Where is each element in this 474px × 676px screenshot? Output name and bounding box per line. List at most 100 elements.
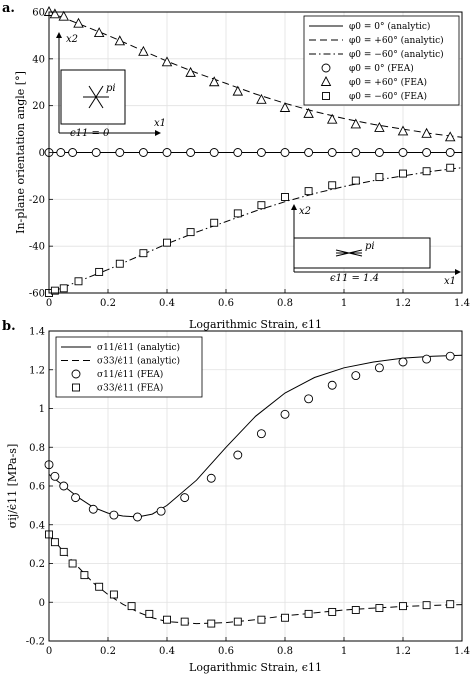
data-point-f0 <box>327 148 337 157</box>
data-point-s33f <box>304 609 313 618</box>
y-tick-label: -60 <box>29 289 45 300</box>
data-point-f0 <box>256 148 266 157</box>
data-point-fm <box>74 277 83 286</box>
x-tick-label: 1.4 <box>454 298 470 309</box>
inset-p-label: pi <box>365 241 375 252</box>
x-tick-label: 1.4 <box>454 646 470 657</box>
data-point-s33f <box>50 538 59 547</box>
x-tick-label: 0.2 <box>100 646 116 657</box>
data-point-f0 <box>91 148 101 157</box>
y-tick-label: -40 <box>29 242 45 253</box>
data-point-s11f <box>445 351 455 361</box>
panel-b-x-axis-label: Logarithmic Strain, ϵ11 <box>189 661 322 674</box>
data-point-f0 <box>422 148 432 157</box>
data-point-fp <box>232 85 244 96</box>
data-point-fm <box>210 218 219 227</box>
data-point-s33f <box>399 602 407 611</box>
legend-swatch-s33f <box>72 383 80 392</box>
series-line-s33a <box>48 534 463 625</box>
data-point-s11f <box>71 493 81 503</box>
x-tick-label: 1 <box>341 646 347 657</box>
data-point-fp <box>256 93 267 104</box>
data-point-fm <box>50 286 59 295</box>
y-tick-label: 0.6 <box>29 482 45 493</box>
data-point-s33f <box>163 615 171 624</box>
fiber-star-icon <box>83 85 109 109</box>
x-tick-label: 0 <box>46 298 52 309</box>
data-point-f0 <box>280 148 290 157</box>
y-tick-label: 0 <box>39 148 45 159</box>
data-point-f0 <box>374 148 384 157</box>
data-point-f0 <box>209 148 219 157</box>
data-point-s11f <box>256 429 266 439</box>
data-point-s33f <box>257 615 266 624</box>
data-point-s33f <box>59 547 68 556</box>
data-point-f0 <box>186 148 196 157</box>
data-point-s33f <box>422 601 431 610</box>
panel-b-legend: σ11/ϵ̇11 (analytic) σ33/ϵ̇11 (analytic) σ1… <box>55 336 203 398</box>
data-point-fm <box>139 249 148 258</box>
data-point-s33f <box>281 613 289 622</box>
data-point-s33f <box>68 559 77 568</box>
data-point-fp <box>185 66 196 77</box>
legend-entry-label: φ0 = −60° (FEA) <box>349 91 427 102</box>
y-tick-label: -0.2 <box>26 637 45 648</box>
legend-swatch-s11f <box>71 369 81 379</box>
legend-entry-label: φ0 = 0° (FEA) <box>349 63 414 74</box>
x-tick-label: 0.6 <box>218 646 234 657</box>
x-tick-label: 1.2 <box>395 298 411 309</box>
data-point-fp <box>374 121 385 132</box>
inset-x2-label: x2 <box>299 206 311 217</box>
y-tick-label: 0.2 <box>29 559 45 570</box>
data-point-fp <box>397 125 409 136</box>
data-point-s33f <box>207 619 216 628</box>
y-tick-label: 0 <box>39 598 45 609</box>
data-point-s33f <box>446 600 455 609</box>
data-point-f0 <box>445 148 455 157</box>
panel-a-x-axis-label: Logarithmic Strain, ϵ11 <box>189 318 322 331</box>
data-point-s11f <box>398 357 408 367</box>
legend-entry-label: σ11/ϵ̇11 (FEA) <box>97 369 163 380</box>
data-point-s33f <box>127 602 136 611</box>
data-point-s33f <box>145 609 154 618</box>
data-point-s11f <box>280 409 290 419</box>
panel-a-label: a. <box>2 1 15 16</box>
legend-entry-label: σ33/ϵ̇11 (FEA) <box>97 383 163 394</box>
data-point-fm <box>59 284 68 293</box>
x-tick-label: 0.8 <box>277 646 293 657</box>
data-point-s11f <box>374 363 384 373</box>
data-point-fp <box>444 131 456 142</box>
inset-x2-label: x2 <box>66 34 78 45</box>
inset-x1-label: x1 <box>154 118 166 129</box>
data-point-s33f <box>351 606 360 614</box>
x-tick-label: 0.4 <box>159 298 175 309</box>
panel-a-ticks: 0 0.2 0.4 0.6 0.8 1 1.2 1.4 -60 -40 -20 0 20 40 60 <box>29 8 470 310</box>
panel-a-legend: φ0 = 0° (analytic) φ0 = +60° (analytic) φ0… <box>303 15 460 106</box>
data-point-fp <box>58 10 69 21</box>
data-point-fp <box>303 107 314 118</box>
legend-entry-label: φ0 = +60° (FEA) <box>349 77 427 88</box>
data-point-s11f <box>422 354 432 364</box>
series-line-am <box>48 167 463 294</box>
y-tick-label: 60 <box>32 8 45 19</box>
data-point-fp <box>208 76 220 87</box>
legend-swatch-fm <box>322 92 330 100</box>
data-point-fp <box>114 35 126 46</box>
series-markers-s33f <box>45 530 455 628</box>
data-point-fm <box>304 187 313 196</box>
data-point-s33f <box>233 617 242 626</box>
data-point-fm <box>375 173 384 182</box>
data-point-s11f <box>109 510 119 520</box>
y-tick-label: 1 <box>39 404 45 415</box>
data-point-s33f <box>375 604 384 613</box>
inset-strain-label: ϵ11 = 0 <box>70 128 110 139</box>
data-point-s11f <box>351 371 361 381</box>
data-point-fp <box>73 17 84 28</box>
x-tick-label: 1.2 <box>395 646 411 657</box>
data-point-f0 <box>138 148 148 157</box>
legend-entry-label: σ11/ϵ̇11 (analytic) <box>97 342 180 353</box>
y-tick-label: 1.4 <box>29 327 45 338</box>
data-point-f0 <box>351 148 361 157</box>
series-markers-f0 <box>44 148 455 157</box>
